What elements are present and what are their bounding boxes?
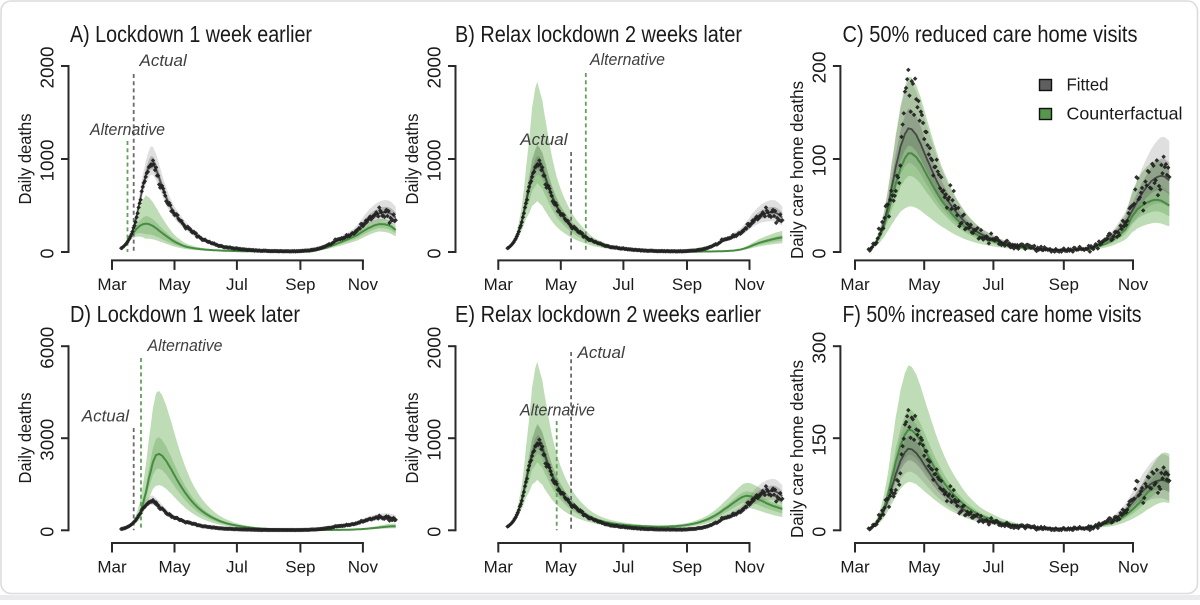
svg-text:Alternative: Alternative [89,120,165,139]
svg-text:Nov: Nov [348,558,379,577]
svg-text:Fitted: Fitted [1067,75,1109,95]
svg-text:1000: 1000 [424,140,444,182]
svg-text:6000: 6000 [37,327,57,369]
svg-text:Sep: Sep [672,275,702,294]
svg-text:Actual: Actual [577,343,626,362]
svg-text:C) 50% reduced care home visit: C) 50% reduced care home visits [843,21,1138,47]
svg-text:E) Relax lockdown 2 weeks earl: E) Relax lockdown 2 weeks earlier [455,301,761,327]
svg-text:A) Lockdown 1 week earlier: A) Lockdown 1 week earlier [70,21,312,47]
svg-text:0: 0 [809,248,829,258]
svg-text:Daily care home deaths: Daily care home deaths [787,360,807,538]
svg-text:Actual: Actual [139,51,188,70]
svg-text:150: 150 [809,424,829,456]
svg-text:Alternative: Alternative [589,50,665,69]
svg-text:Jul: Jul [983,558,1005,577]
svg-text:Mar: Mar [484,275,514,294]
svg-text:2000: 2000 [37,47,57,89]
svg-text:0: 0 [37,527,57,537]
svg-text:Alternative: Alternative [147,336,223,355]
svg-text:0: 0 [809,527,829,537]
svg-text:Counterfactual: Counterfactual [1067,104,1183,124]
svg-text:F) 50% increased care home vis: F) 50% increased care home visits [843,301,1142,327]
svg-text:D) Lockdown 1 week later: D) Lockdown 1 week later [70,301,300,327]
svg-text:300: 300 [809,332,829,364]
svg-text:May: May [545,275,578,294]
svg-text:0: 0 [37,248,57,258]
svg-text:Nov: Nov [734,275,765,294]
svg-text:Mar: Mar [484,558,514,577]
svg-text:Daily care home deaths: Daily care home deaths [787,81,807,259]
svg-text:1000: 1000 [424,419,444,461]
svg-text:Sep: Sep [285,275,315,294]
svg-text:Sep: Sep [672,558,702,577]
svg-text:May: May [158,275,191,294]
svg-text:Jul: Jul [226,558,248,577]
svg-text:Mar: Mar [97,558,127,577]
svg-text:Sep: Sep [285,558,315,577]
svg-text:200: 200 [809,52,829,84]
svg-text:May: May [908,275,941,294]
svg-text:May: May [158,558,191,577]
svg-text:3000: 3000 [37,419,57,461]
svg-text:Jul: Jul [613,275,635,294]
svg-text:Daily deaths: Daily deaths [402,392,422,483]
svg-text:Actual: Actual [519,130,568,149]
svg-text:B) Relax lockdown 2 weeks late: B) Relax lockdown 2 weeks later [455,21,742,47]
svg-text:May: May [908,558,941,577]
svg-text:Daily deaths: Daily deaths [15,392,35,483]
svg-text:Mar: Mar [97,275,127,294]
svg-text:Jul: Jul [983,275,1005,294]
svg-text:Nov: Nov [734,558,765,577]
svg-text:2000: 2000 [424,47,444,89]
svg-text:Daily deaths: Daily deaths [15,113,35,204]
svg-text:Daily deaths: Daily deaths [402,113,422,204]
svg-text:2000: 2000 [424,327,444,369]
svg-text:0: 0 [424,248,444,258]
svg-text:Nov: Nov [1118,558,1149,577]
svg-text:May: May [545,558,578,577]
svg-text:0: 0 [424,527,444,537]
svg-text:Jul: Jul [613,558,635,577]
svg-text:Actual: Actual [81,407,130,426]
svg-text:Sep: Sep [1049,275,1079,294]
svg-text:Mar: Mar [840,275,870,294]
svg-text:Mar: Mar [840,558,870,577]
svg-text:Nov: Nov [1118,275,1149,294]
svg-text:100: 100 [809,145,829,177]
svg-text:Nov: Nov [348,275,379,294]
svg-text:Alternative: Alternative [519,401,595,420]
svg-text:Sep: Sep [1049,558,1079,577]
svg-text:1000: 1000 [37,140,57,182]
svg-text:Jul: Jul [226,275,248,294]
